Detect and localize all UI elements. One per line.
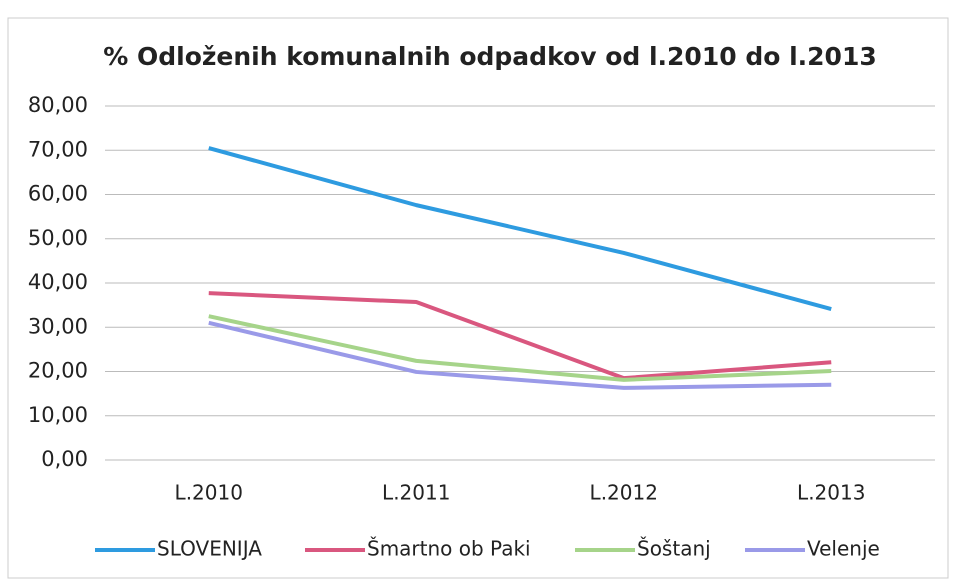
y-tick-label: 20,00 [28, 359, 88, 383]
legend-label: Šoštanj [637, 537, 711, 561]
y-tick-label: 10,00 [28, 403, 88, 427]
y-tick-label: 0,00 [41, 447, 88, 471]
series-line [208, 314, 832, 382]
y-tick-label: 40,00 [28, 270, 88, 294]
chart-title: % Odloženih komunalnih odpadkov od l.201… [103, 42, 877, 71]
legend-label: Velenje [807, 537, 880, 561]
legend-label: Šmartno ob Paki [367, 537, 531, 561]
series-line [208, 320, 832, 390]
x-tick-label: L.2012 [590, 481, 658, 505]
y-tick-label: 60,00 [28, 182, 88, 206]
x-tick-label: L.2010 [175, 481, 243, 505]
series-line [208, 291, 832, 381]
y-tick-label: 80,00 [28, 93, 88, 117]
y-tick-label: 50,00 [28, 226, 88, 250]
x-tick-label: L.2011 [382, 481, 450, 505]
series-line [208, 146, 832, 312]
y-tick-label: 30,00 [28, 314, 88, 338]
y-tick-label: 70,00 [28, 137, 88, 161]
x-tick-label: L.2013 [797, 481, 865, 505]
legend-label: SLOVENIJA [157, 537, 262, 561]
